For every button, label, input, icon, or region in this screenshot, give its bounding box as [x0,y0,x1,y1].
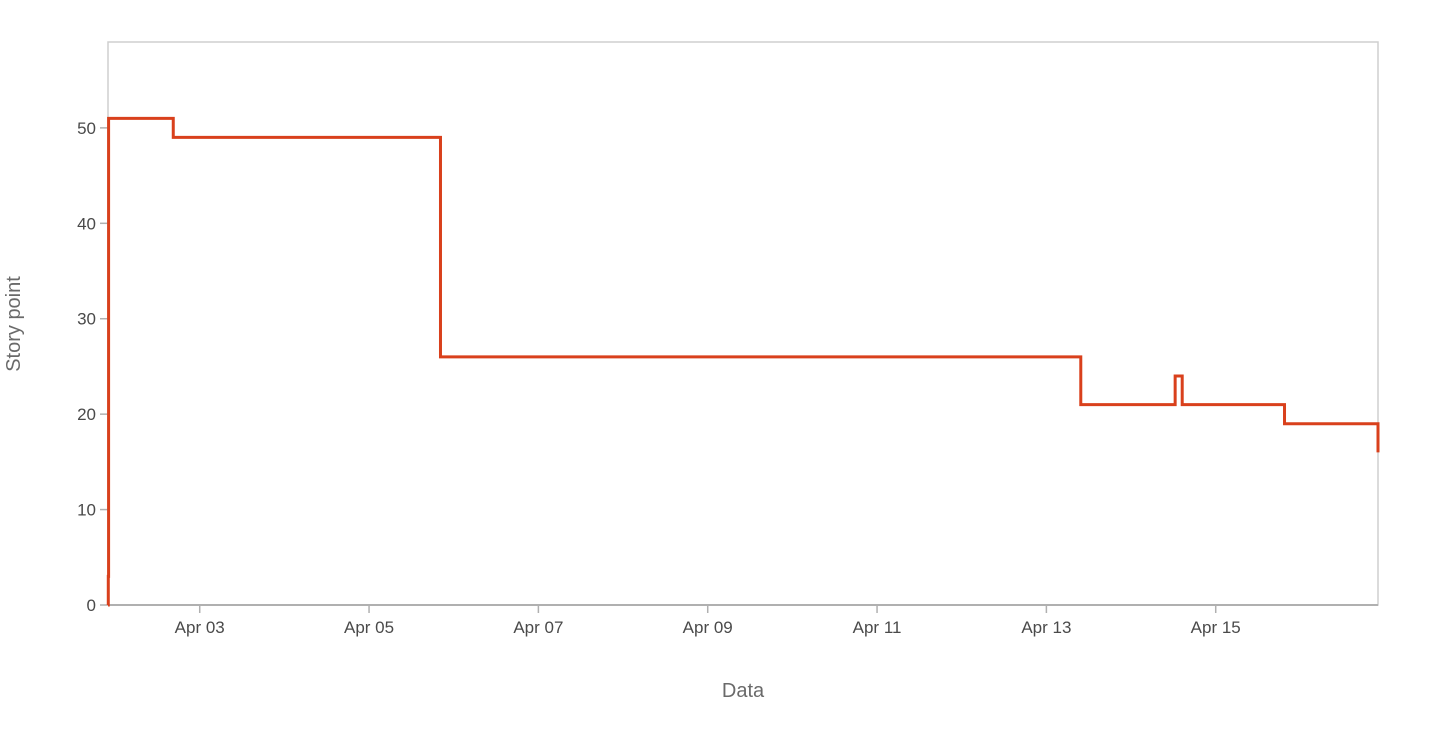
x-tick-label: Apr 07 [513,618,563,637]
x-tick-label: Apr 09 [683,618,733,637]
series-line [106,116,1380,607]
x-tick-label: Apr 05 [344,618,394,637]
y-tick-label: 20 [77,405,96,424]
x-tick-label: Apr 13 [1021,618,1071,637]
y-axis-title: Story point [3,276,25,372]
plot-frame [107,41,1379,606]
x-axis-ticks: Apr 03 Apr 05 Apr 07 Apr 09 Apr 11 Apr 13 Apr … [175,605,1241,637]
plot-border [107,41,1379,606]
x-tick-label: Apr 11 [853,618,902,637]
x-axis-title: Data [722,680,765,702]
y-tick-label: 30 [77,310,96,329]
x-tick-label: Apr 15 [1191,618,1241,637]
y-axis-ticks: 0 10 20 30 40 50 [77,119,108,615]
x-tick-label: Apr 03 [175,618,225,637]
series-layer [106,116,1380,607]
y-tick-label: 50 [77,119,96,138]
y-tick-label: 0 [87,596,96,615]
y-tick-label: 10 [77,501,96,520]
y-tick-label: 40 [77,214,96,233]
